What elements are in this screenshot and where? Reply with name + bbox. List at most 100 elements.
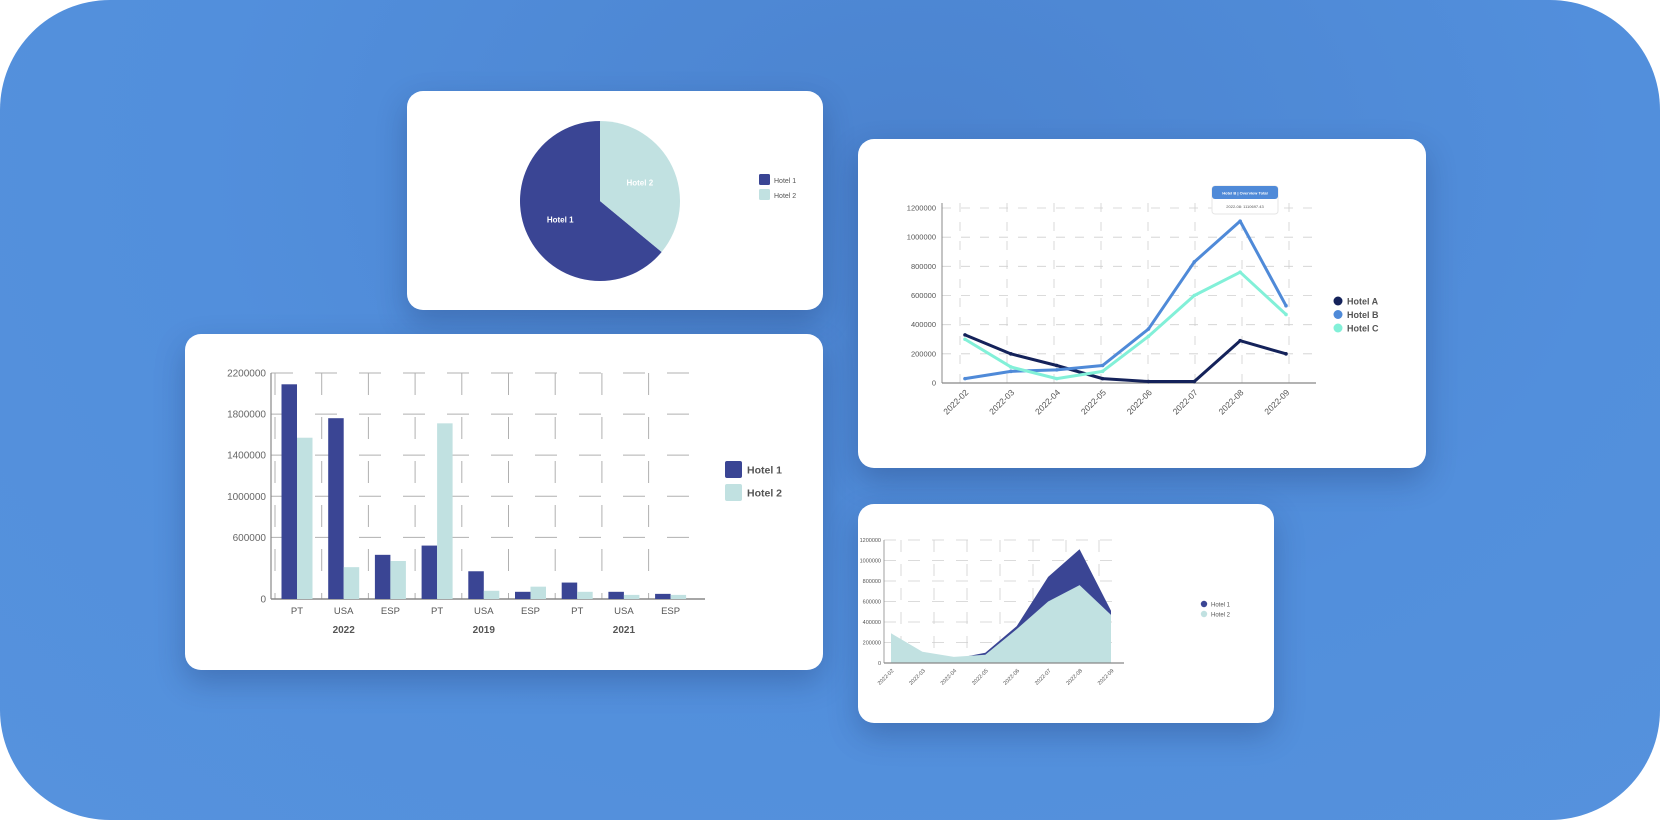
x-tick-label: 2022-02 — [941, 387, 970, 416]
x-tick-label: 2022-07 — [1034, 668, 1053, 687]
line-point — [1100, 376, 1105, 381]
y-tick-label: 1000000 — [227, 492, 266, 503]
legend-swatch-2 — [759, 189, 770, 200]
line-series-hotel-a — [964, 333, 1287, 384]
legend-swatch-hotel-b — [1333, 310, 1343, 319]
line-point — [1009, 352, 1013, 356]
x-tick-label: 2022-09 — [1097, 668, 1116, 687]
pie-slice-label: Hotel 2 — [626, 178, 653, 187]
y-tick-label: 0 — [260, 595, 266, 606]
y-tick-label: 400000 — [911, 320, 936, 329]
y-tick-label: 1000000 — [860, 559, 881, 565]
line-point — [1009, 365, 1013, 369]
y-tick-label: 1000000 — [907, 233, 936, 242]
bar-hotel-1 — [328, 418, 344, 599]
line-point — [1238, 219, 1242, 223]
group-label: 2022 — [333, 625, 356, 636]
y-tick-label: 0 — [932, 379, 936, 388]
bar-hotel-2 — [530, 586, 546, 599]
line-point — [1054, 368, 1059, 372]
bar-hotel-2 — [577, 591, 593, 599]
x-tick-label: 2022-04 — [1033, 387, 1062, 416]
legend-entry: Hotel 1 — [1211, 603, 1231, 609]
line-point — [1284, 352, 1288, 356]
legend-swatch-hotel-c — [1333, 323, 1343, 333]
x-tick-label: 2022-05 — [1079, 387, 1108, 416]
x-tick-label: ESP — [661, 606, 680, 617]
y-tick-label: 800000 — [911, 262, 936, 271]
bar-chart: 0 600000 1000000 1400000 1800000 2200000 PT USA… — [227, 369, 782, 637]
y-tick-label: 400000 — [863, 620, 881, 626]
line-point — [1100, 363, 1105, 368]
legend-entry: Hotel A — [1347, 297, 1379, 307]
pie-slice-hotel-1 — [520, 121, 662, 281]
x-tick-label: ESP — [381, 606, 400, 617]
line-point — [1146, 327, 1151, 331]
bar-hotel-1 — [374, 554, 391, 599]
area-series-hotel-2 — [891, 585, 1111, 663]
line-chart-card: 0 200000 400000 600000 800000 1000000 1200000 2… — [858, 139, 1426, 468]
group-label: 2019 — [473, 625, 496, 636]
x-tick-label: ESP — [521, 606, 540, 617]
legend-entry: Hotel B — [1347, 310, 1379, 320]
line-series-hotel-b — [964, 219, 1288, 381]
tooltip-header — [1212, 186, 1278, 199]
pie-slice-label: Hotel 1 — [547, 216, 574, 225]
line-point — [1146, 379, 1151, 384]
bar-hotel-1 — [421, 545, 438, 599]
legend-entry: Hotel 2 — [774, 193, 796, 200]
x-tick-label: PT — [431, 606, 443, 617]
x-tick-label: 2022-08 — [1065, 668, 1084, 687]
legend-swatch-2 — [1200, 610, 1208, 618]
area-chart: 0 200000 400000 600000 800000 1000000 1200000 H… — [860, 538, 1231, 687]
x-tick-label: 2022-03 — [908, 668, 927, 687]
line-series-hotel-c — [964, 270, 1288, 381]
bar-chart-card: 0 600000 1000000 1400000 1800000 2200000 PT USA… — [185, 334, 823, 670]
y-tick-label: 600000 — [233, 533, 267, 544]
line-point — [963, 376, 967, 381]
x-tick-label: 2022-09 — [1262, 387, 1291, 416]
legend-swatch-1 — [759, 174, 770, 185]
group-label: 2021 — [613, 625, 636, 636]
y-tick-label: 0 — [878, 661, 881, 667]
bar-hotel-1 — [281, 384, 297, 599]
pie-chart-card: Hotel 1 Hotel 2 Hotel 1 Hotel 2 — [407, 91, 823, 310]
legend-swatch-2 — [725, 484, 742, 501]
y-tick-label: 1400000 — [227, 451, 266, 462]
bar-hotel-1 — [468, 571, 484, 599]
x-tick-label: PT — [291, 606, 303, 617]
y-tick-label: 200000 — [911, 349, 936, 358]
legend-entry: Hotel 1 — [774, 178, 796, 185]
bar-hotel-2 — [623, 594, 640, 599]
bar-hotel-1 — [608, 591, 624, 599]
bar-hotel-2 — [670, 594, 687, 599]
bar-hotel-2 — [343, 567, 360, 599]
x-tick-label: 2022-04 — [940, 668, 959, 687]
x-tick-label: 2022-08 — [1216, 387, 1245, 416]
area-chart-card: 0 200000 400000 600000 800000 1000000 1200000 H… — [858, 504, 1274, 723]
legend-swatch-hotel-a — [1333, 296, 1343, 306]
tooltip-value: 2022-08: 1110697.43 — [1226, 204, 1264, 209]
x-tick-label: USA — [474, 606, 494, 617]
x-tick-label: 2022-07 — [1171, 387, 1200, 416]
y-tick-label: 2200000 — [227, 369, 266, 380]
line-point — [1009, 369, 1013, 374]
y-tick-label: 200000 — [863, 641, 881, 647]
y-tick-label: 1200000 — [860, 538, 881, 544]
x-tick-label: 2022-05 — [971, 668, 990, 687]
line-point — [963, 333, 967, 337]
line-point — [1192, 379, 1197, 384]
x-tick-label: 2022-06 — [1003, 668, 1022, 687]
y-tick-label: 600000 — [911, 291, 936, 300]
x-tick-label: 2022-02 — [877, 668, 896, 687]
line-point — [1284, 312, 1288, 317]
line-point — [1284, 303, 1288, 308]
legend-entry: Hotel 2 — [1211, 613, 1231, 619]
legend-entry: Hotel C — [1347, 324, 1379, 334]
line-point — [1100, 369, 1105, 374]
y-tick-label: 1800000 — [227, 410, 266, 421]
bar-hotel-2 — [483, 590, 500, 599]
line-point — [1054, 363, 1059, 368]
line-point — [1238, 338, 1242, 343]
